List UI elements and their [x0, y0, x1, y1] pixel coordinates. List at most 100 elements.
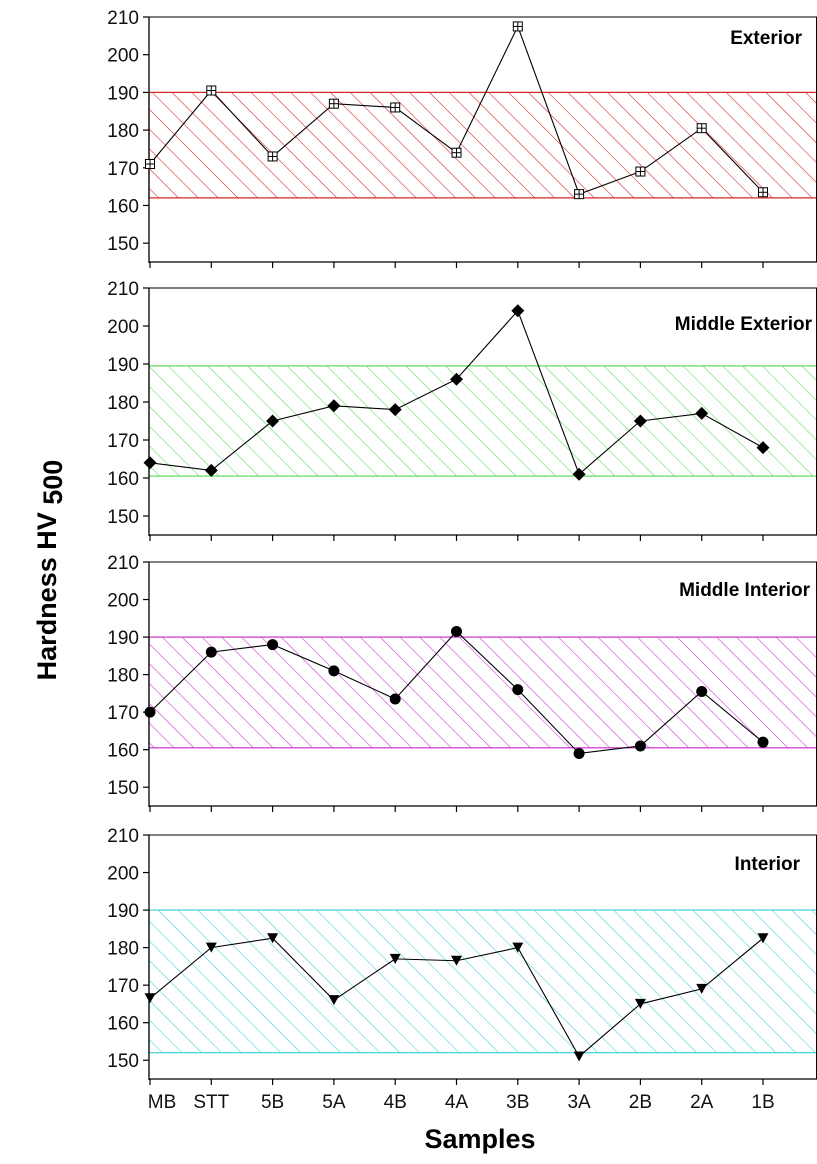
- tolerance-band: [148, 909, 817, 1054]
- data-point: [451, 147, 462, 158]
- y-tick-label: 160: [107, 196, 139, 217]
- x-tick-label: 2A: [690, 1092, 714, 1113]
- y-tick-label: 180: [107, 393, 139, 414]
- data-point: [451, 625, 462, 637]
- panel-middle-interior: 150 160 170 180 190 200 210 Middle Interior: [107, 553, 817, 812]
- panel-title: Interior: [735, 854, 801, 875]
- data-point: [328, 98, 339, 109]
- data-point: [327, 399, 341, 413]
- data-point: [757, 933, 769, 944]
- x-tick-label: 1B: [751, 1092, 774, 1113]
- x-tick-label: 2B: [629, 1092, 652, 1113]
- data-point: [267, 151, 278, 162]
- data-point: [388, 403, 402, 417]
- data-point: [696, 123, 707, 134]
- data-point: [206, 85, 217, 96]
- data-point: [573, 747, 585, 759]
- data-point: [390, 102, 401, 113]
- data-point: [205, 646, 217, 658]
- y-tick-label: 150: [107, 507, 139, 528]
- data-point: [512, 942, 524, 953]
- data-point: [389, 953, 401, 964]
- y-tick-label: 190: [107, 83, 139, 104]
- y-tick-label: 190: [107, 628, 139, 649]
- data-point: [574, 189, 585, 200]
- panel-exterior: 150 160 170 180 190 200 210 Exterior: [107, 8, 817, 268]
- x-tick-label: 4A: [445, 1092, 469, 1113]
- data-point: [573, 1051, 585, 1062]
- panel-title: Exterior: [730, 28, 802, 49]
- x-tick-label: STT: [193, 1092, 229, 1113]
- data-point: [389, 693, 401, 705]
- x-tick-label: 3A: [567, 1092, 591, 1113]
- data-point: [757, 736, 769, 748]
- y-tick-label: 210: [107, 279, 139, 300]
- tolerance-band: [148, 365, 817, 477]
- data-point: [451, 955, 462, 966]
- x-tick-label: 5B: [261, 1092, 284, 1113]
- data-point: [266, 414, 280, 428]
- x-axis-title: Samples: [424, 1124, 535, 1154]
- y-tick-label: 190: [107, 355, 139, 376]
- y-tick-label: 180: [107, 121, 139, 142]
- data-point: [756, 441, 770, 455]
- x-tick-label: 5A: [322, 1092, 346, 1113]
- y-tick-label: 210: [107, 553, 139, 574]
- data-point: [205, 942, 217, 953]
- data-point: [143, 456, 157, 470]
- y-tick-label: 200: [107, 864, 139, 885]
- data-point: [633, 414, 647, 428]
- panel-title: Middle Exterior: [675, 314, 813, 335]
- data-point: [512, 684, 524, 696]
- data-point: [695, 406, 709, 420]
- data-point: [145, 159, 155, 169]
- y-tick-label: 190: [107, 901, 139, 922]
- y-tick-label: 170: [107, 159, 139, 180]
- data-point: [204, 463, 218, 477]
- data-point: [696, 686, 708, 698]
- tolerance-band: [148, 91, 817, 199]
- panels-layer: 150 160 170 180 190 200 210 Exterior 150 160 170 18…: [107, 8, 817, 1113]
- y-tick-label: 200: [107, 46, 139, 67]
- data-point: [144, 706, 156, 718]
- x-tick-label: MB: [148, 1092, 177, 1113]
- y-tick-label: 160: [107, 469, 139, 490]
- data-point: [696, 983, 708, 994]
- y-tick-label: 180: [107, 666, 139, 687]
- data-point: [144, 993, 156, 1004]
- y-tick-label: 210: [107, 8, 139, 29]
- x-tick-label: 4B: [384, 1092, 407, 1113]
- data-point: [635, 166, 646, 177]
- y-tick-label: 200: [107, 591, 139, 612]
- y-tick-label: 170: [107, 976, 139, 997]
- panel-interior: 150 160 170 180 190 200 210 Interior: [107, 826, 817, 1085]
- y-tick-label: 180: [107, 939, 139, 960]
- data-point: [267, 639, 279, 651]
- data-point: [328, 995, 340, 1006]
- data-point: [634, 998, 646, 1009]
- y-tick-label: 170: [107, 431, 139, 452]
- data-point: [511, 304, 525, 318]
- y-tick-label: 160: [107, 741, 139, 762]
- y-tick-label: 170: [107, 703, 139, 724]
- data-point: [572, 467, 586, 481]
- panel-title: Middle Interior: [679, 580, 811, 601]
- data-point: [328, 665, 340, 677]
- y-tick-label: 150: [107, 1051, 139, 1072]
- y-tick-label: 210: [107, 826, 139, 847]
- tolerance-band: [148, 636, 817, 749]
- data-point: [512, 21, 523, 32]
- panel-middle-exterior: 150 160 170 180 190 200 210 Middle Exterior: [107, 279, 817, 541]
- data-point: [267, 933, 279, 944]
- y-axis-title: Hardness HV 500: [32, 460, 68, 681]
- y-tick-label: 150: [107, 234, 139, 255]
- data-point: [758, 187, 768, 198]
- y-tick-label: 150: [107, 778, 139, 799]
- data-point: [450, 372, 463, 386]
- data-point: [634, 740, 646, 752]
- y-tick-label: 200: [107, 317, 139, 338]
- x-tick-label: 3B: [506, 1092, 529, 1113]
- y-tick-label: 160: [107, 1014, 139, 1035]
